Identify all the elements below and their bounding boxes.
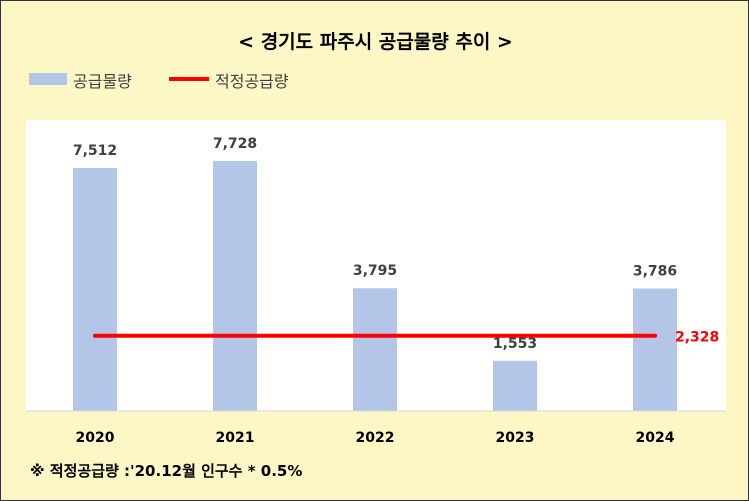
bar-2021 bbox=[213, 161, 257, 411]
bar-value-label: 3,795 bbox=[353, 263, 397, 279]
chart-title: < 경기도 파주시 공급물량 추이 > bbox=[238, 31, 513, 53]
chart-svg: 7,512 7,728 3,795 1,553 3,786 2,328 2020 2021 20… bbox=[26, 136, 726, 446]
x-tick-label: 2020 bbox=[76, 430, 115, 446]
legend-bar-label: 공급물량 bbox=[73, 72, 132, 91]
x-tick-label: 2022 bbox=[356, 430, 395, 446]
legend-line-label: 적정공급량 bbox=[215, 72, 289, 91]
legend-line-swatch bbox=[169, 77, 209, 81]
x-tick-label: 2023 bbox=[496, 430, 535, 446]
bar-value-label: 3,786 bbox=[633, 264, 677, 280]
legend-bar-swatch bbox=[29, 73, 67, 85]
bar-2023 bbox=[493, 360, 537, 411]
bar-2022 bbox=[353, 288, 397, 411]
bar-2020 bbox=[73, 167, 117, 411]
bar-value-label: 7,512 bbox=[73, 143, 117, 159]
bar-value-label: 7,728 bbox=[213, 136, 257, 152]
target-line-label: 2,328 bbox=[675, 330, 719, 346]
x-tick-label: 2024 bbox=[636, 430, 675, 446]
bar-value-label: 1,553 bbox=[493, 336, 537, 352]
bar-2024 bbox=[633, 288, 677, 411]
footnote: ※ 적정공급량 :'20.12월 인구수 * 0.5% bbox=[30, 462, 303, 480]
x-tick-label: 2021 bbox=[216, 430, 255, 446]
